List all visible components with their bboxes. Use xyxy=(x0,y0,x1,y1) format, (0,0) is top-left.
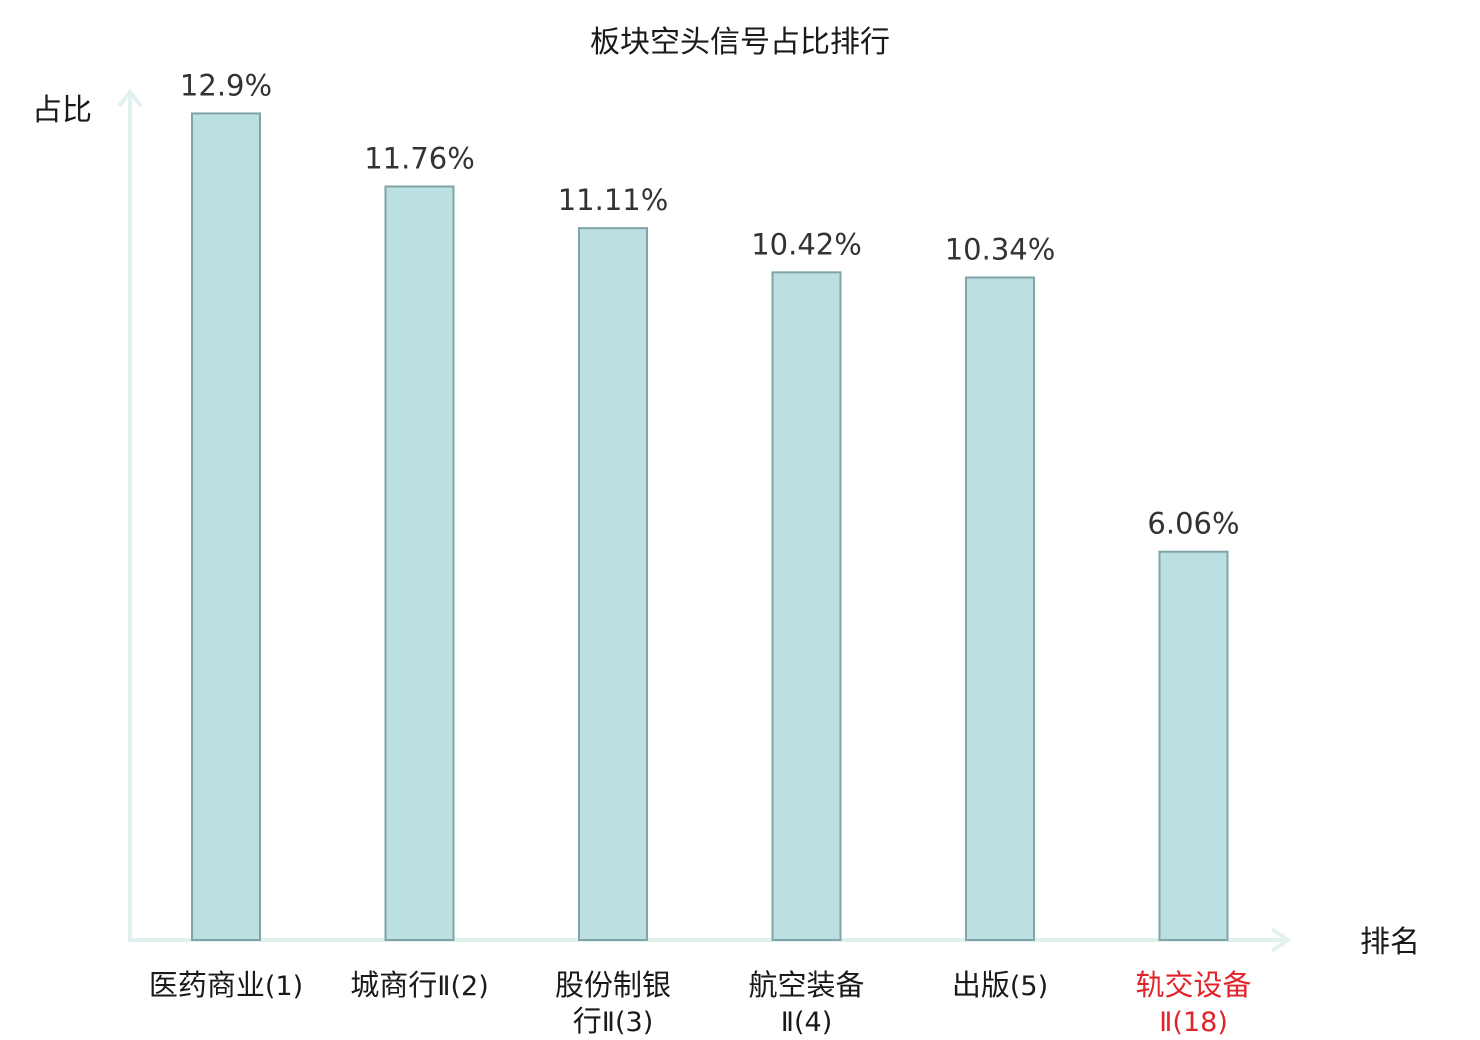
bar xyxy=(578,227,648,942)
category-label-highlighted: 轨交设备 Ⅱ(18) xyxy=(1135,968,1251,1038)
category-label-suffix: (1) xyxy=(265,971,303,1002)
category-label: 医药商业(1) xyxy=(149,968,303,1002)
bar xyxy=(1158,550,1229,941)
category-label-text: 医药商业 xyxy=(149,968,265,1002)
category-label-text: 行 xyxy=(573,1004,602,1038)
bar-value-label: 12.9% xyxy=(180,68,272,102)
category-label-line: 轨交设备 xyxy=(1135,968,1251,1002)
category-label-suffix: Ⅱ(3) xyxy=(602,1007,654,1038)
category-label-line: 医药商业(1) xyxy=(149,968,303,1002)
category-label: 股份制银行Ⅱ(3) xyxy=(555,968,671,1038)
category-label-text: 轨交设备 xyxy=(1135,968,1251,1002)
x-axis-label: 排名 xyxy=(1360,925,1420,960)
bar xyxy=(965,276,1035,941)
bar xyxy=(771,271,842,941)
category-label-text: 股份制银 xyxy=(555,968,671,1002)
bar-value-label: 10.34% xyxy=(945,232,1056,266)
category-label-line: 股份制银 xyxy=(555,968,671,1002)
x-axis xyxy=(128,927,1292,953)
category-label: 出版(5) xyxy=(952,968,1048,1002)
bar-value-label: 11.76% xyxy=(364,141,475,175)
category-label: 航空装备 Ⅱ(4) xyxy=(748,968,864,1038)
category-label-line: 行Ⅱ(3) xyxy=(573,1004,654,1038)
category-label-line: 出版(5) xyxy=(952,968,1048,1002)
category-label-text: 城商行 xyxy=(350,968,437,1002)
category-label-suffix: Ⅱ(18) xyxy=(1159,1007,1228,1038)
category-label-line: Ⅱ(4) xyxy=(781,1007,833,1038)
bar-value-label: 11.11% xyxy=(558,183,669,217)
category-label: 城商行Ⅱ(2) xyxy=(350,968,489,1002)
y-axis-label: 占比 xyxy=(32,93,92,128)
chart-title: 板块空头信号占比排行 xyxy=(590,25,890,60)
category-label-suffix: Ⅱ(2) xyxy=(437,971,489,1002)
category-label-suffix: Ⅱ(4) xyxy=(781,1007,833,1038)
category-label-line: 城商行Ⅱ(2) xyxy=(350,968,489,1002)
bar-value-label: 6.06% xyxy=(1147,507,1239,541)
x-axis-arrow-icon xyxy=(1270,927,1292,953)
category-label-line: Ⅱ(18) xyxy=(1159,1007,1228,1038)
bar-value-label: 10.42% xyxy=(751,227,862,261)
category-label-suffix: (5) xyxy=(1010,971,1048,1002)
category-label-text: 航空装备 xyxy=(748,968,864,1002)
category-label-text: 出版 xyxy=(952,968,1010,1002)
bar xyxy=(191,112,261,941)
y-axis xyxy=(117,88,143,940)
category-labels-group: 医药商业(1) 城商行Ⅱ(2) 股份制银行Ⅱ(3) 航空装备 Ⅱ(4) 出版(5) 轨交设备… xyxy=(149,968,1252,1038)
value-labels-group: 12.9% 11.76% 11.11% 10.42% 10.34% 6.06% xyxy=(180,68,1240,540)
bar xyxy=(384,185,455,941)
category-label-line: 航空装备 xyxy=(748,968,864,1002)
bars-group xyxy=(191,112,1229,942)
y-axis-arrow-icon xyxy=(117,88,143,108)
